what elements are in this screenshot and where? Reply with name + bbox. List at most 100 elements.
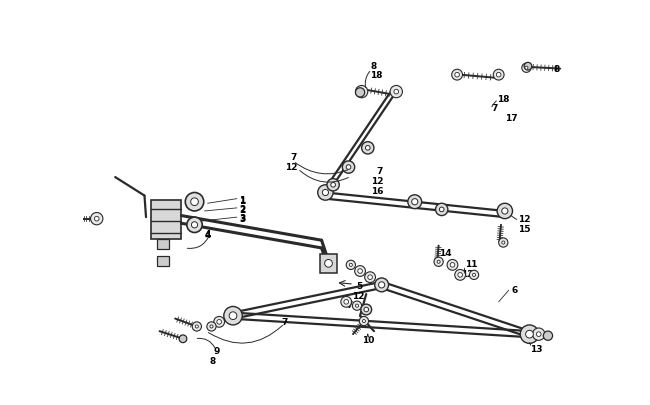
Text: 12: 12 (352, 291, 365, 300)
Circle shape (378, 282, 385, 288)
Text: 12: 12 (461, 269, 473, 278)
Text: 7: 7 (492, 104, 498, 113)
Circle shape (436, 204, 448, 216)
Circle shape (526, 330, 534, 338)
Text: 9: 9 (214, 347, 220, 356)
Circle shape (499, 238, 508, 247)
Circle shape (356, 89, 365, 98)
Circle shape (532, 328, 545, 341)
Circle shape (536, 332, 541, 337)
Circle shape (394, 90, 398, 95)
Text: 18: 18 (497, 95, 510, 104)
Text: 13: 13 (530, 344, 543, 353)
Circle shape (365, 146, 370, 151)
Text: 12: 12 (371, 176, 384, 185)
Circle shape (356, 305, 359, 307)
Circle shape (374, 278, 389, 292)
Circle shape (210, 325, 213, 328)
Polygon shape (157, 256, 169, 266)
Polygon shape (157, 239, 169, 250)
Text: 7: 7 (281, 318, 288, 326)
Circle shape (525, 67, 528, 70)
Circle shape (217, 320, 222, 324)
Circle shape (346, 165, 351, 170)
Circle shape (497, 204, 513, 219)
Text: 8: 8 (370, 62, 376, 70)
Circle shape (439, 208, 444, 212)
Text: 10: 10 (363, 335, 375, 344)
Circle shape (192, 322, 202, 331)
Circle shape (344, 300, 348, 305)
Circle shape (214, 317, 224, 327)
Circle shape (192, 222, 198, 228)
Text: 16: 16 (371, 186, 384, 195)
Circle shape (408, 195, 422, 209)
Circle shape (452, 70, 463, 81)
Circle shape (318, 185, 333, 201)
Circle shape (447, 260, 458, 271)
Text: 14: 14 (439, 248, 452, 257)
Text: 11: 11 (465, 259, 477, 268)
Polygon shape (320, 254, 337, 273)
Circle shape (341, 297, 352, 307)
Text: 4: 4 (205, 230, 211, 239)
Circle shape (364, 307, 369, 312)
Circle shape (359, 90, 364, 95)
Circle shape (411, 199, 418, 205)
Circle shape (450, 263, 455, 268)
Circle shape (359, 317, 369, 326)
Circle shape (324, 260, 332, 268)
Circle shape (343, 162, 355, 174)
Text: 7: 7 (346, 301, 352, 309)
Circle shape (331, 183, 335, 188)
Circle shape (185, 193, 203, 211)
Text: 3: 3 (239, 214, 246, 223)
Circle shape (229, 312, 237, 320)
Text: 18: 18 (370, 71, 383, 80)
Circle shape (520, 325, 539, 343)
Circle shape (473, 274, 476, 277)
Circle shape (497, 73, 501, 78)
Circle shape (469, 271, 478, 280)
Text: 2: 2 (239, 205, 246, 214)
Circle shape (368, 275, 372, 280)
Circle shape (434, 258, 443, 267)
Circle shape (322, 190, 328, 196)
Circle shape (543, 331, 552, 341)
Text: 7: 7 (376, 166, 383, 175)
Circle shape (327, 179, 339, 192)
Circle shape (502, 241, 505, 245)
Circle shape (346, 260, 356, 270)
Circle shape (190, 198, 198, 206)
Circle shape (455, 270, 465, 281)
Text: 6: 6 (512, 285, 518, 294)
Circle shape (195, 325, 198, 328)
Text: 17: 17 (505, 114, 517, 123)
Text: 2: 2 (239, 205, 246, 213)
Circle shape (390, 86, 402, 98)
Text: 5: 5 (356, 281, 363, 290)
Circle shape (363, 320, 365, 323)
Text: 12: 12 (518, 215, 530, 224)
Text: 12: 12 (285, 163, 297, 172)
Circle shape (187, 217, 202, 233)
Circle shape (358, 269, 363, 274)
Circle shape (361, 142, 374, 155)
Circle shape (355, 266, 365, 277)
Circle shape (207, 322, 216, 331)
Text: 7: 7 (290, 153, 296, 162)
Circle shape (365, 272, 376, 283)
Circle shape (90, 213, 103, 225)
Circle shape (502, 208, 508, 215)
Circle shape (94, 217, 99, 222)
Circle shape (352, 301, 361, 311)
Circle shape (522, 64, 531, 73)
Text: 1: 1 (239, 195, 246, 204)
Circle shape (349, 264, 352, 267)
Circle shape (437, 260, 440, 264)
Text: 8: 8 (210, 356, 216, 365)
Circle shape (361, 305, 372, 315)
Text: 15: 15 (518, 224, 530, 233)
Circle shape (224, 307, 242, 325)
Text: 8: 8 (553, 65, 560, 74)
